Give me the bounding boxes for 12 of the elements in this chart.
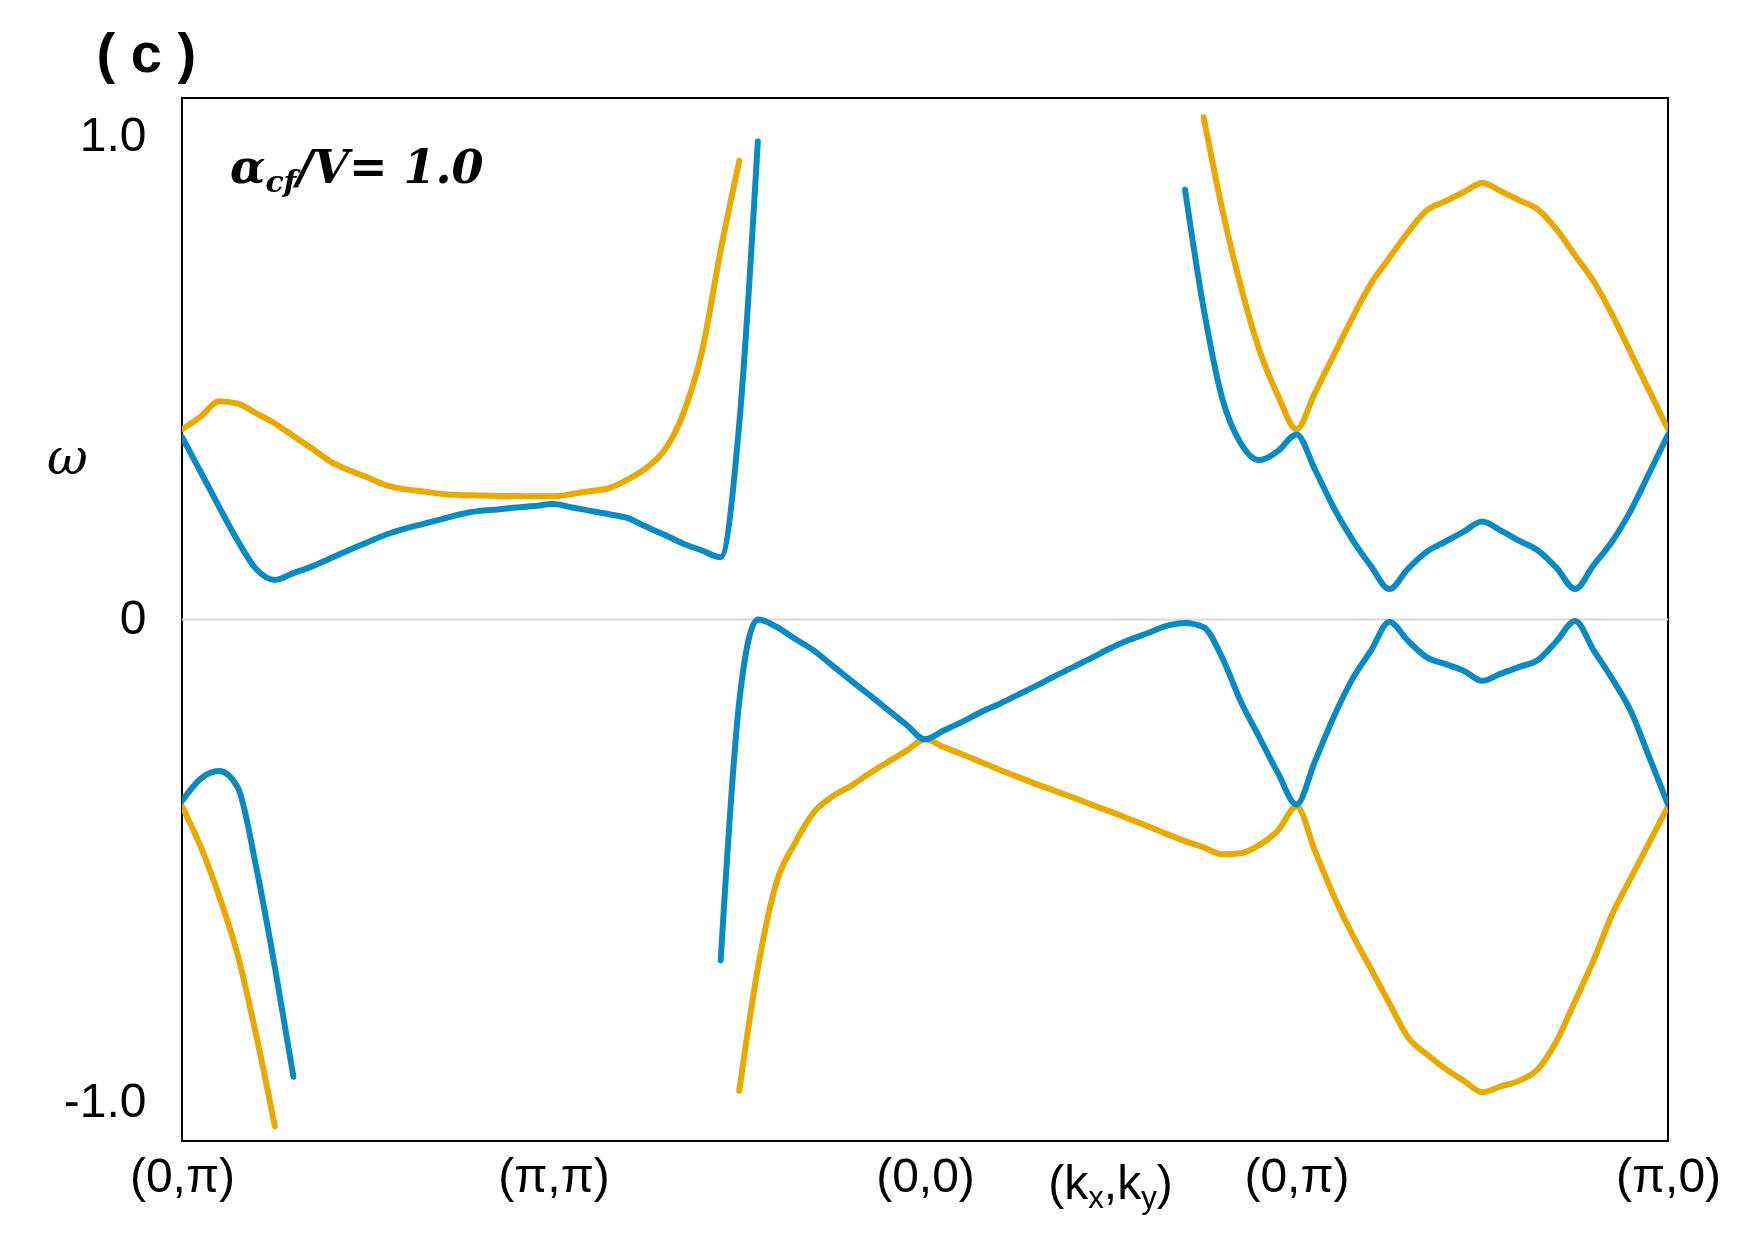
y-tick-label: 0 bbox=[119, 591, 147, 644]
y-tick-label: 1.0 bbox=[79, 108, 147, 162]
x-axis-title: (k$_{x}$,k$_{y}$) bbox=[1048, 1155, 1173, 1216]
x-tick-label: (0,π) bbox=[1244, 1148, 1350, 1202]
x-tick-label: (0,π) bbox=[129, 1148, 236, 1202]
x-tick-label: (π,0) bbox=[1615, 1148, 1722, 1202]
y-axis-title: ω bbox=[47, 428, 88, 487]
x-tick-label: (π,π) bbox=[498, 1148, 610, 1202]
annotation: α$_{cf}$/V= 1.0 bbox=[230, 140, 484, 199]
chart-title: ( c ) bbox=[96, 21, 197, 84]
y-tick-label: -1.0 bbox=[63, 1073, 147, 1127]
x-tick-label: (0,0) bbox=[876, 1148, 975, 1202]
